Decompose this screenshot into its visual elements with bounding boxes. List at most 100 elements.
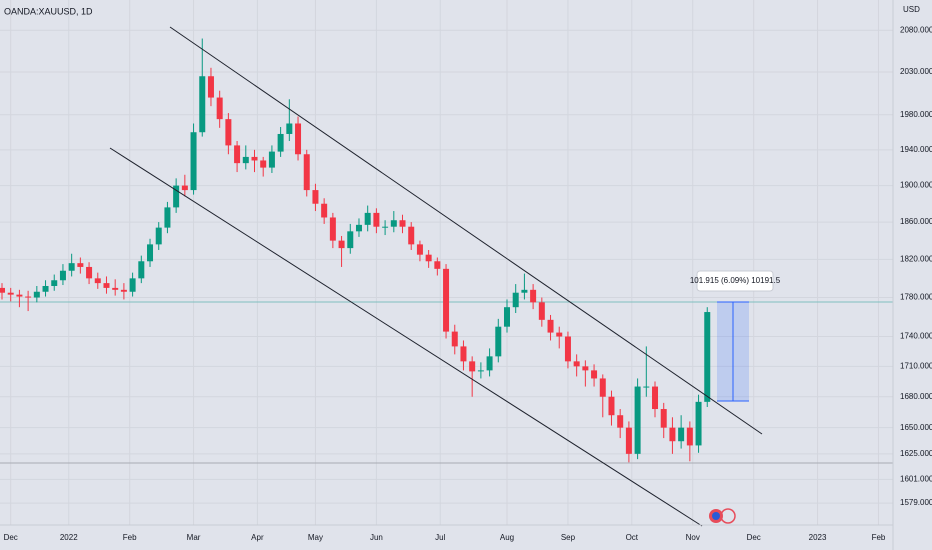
candle-body [495, 326, 502, 357]
candle-body [7, 292, 14, 295]
candle-body [443, 268, 450, 332]
y-tick-label: 1860.000 [900, 217, 932, 226]
x-tick-label: May [308, 533, 323, 542]
candle-body [582, 366, 589, 371]
candle-body [347, 231, 354, 249]
y-tick-label: 1900.000 [900, 181, 932, 190]
candle-body [652, 386, 659, 410]
y-unit: USD [903, 5, 920, 14]
logo-circle [720, 508, 736, 524]
candle-body [530, 289, 537, 303]
candle-body [216, 97, 223, 120]
candle-body [669, 427, 676, 442]
candle-body [564, 336, 571, 362]
x-tick-label: Dec [4, 533, 18, 542]
candle-body [199, 76, 206, 133]
candle-body [33, 291, 40, 298]
candle-body [16, 294, 23, 297]
x-tick-label: 2022 [60, 533, 78, 542]
y-tick-label: 2030.000 [900, 67, 932, 76]
x-tick-label: Nov [686, 533, 700, 542]
candle-body [695, 401, 702, 446]
candle-body [634, 386, 641, 454]
logo-circle [712, 512, 720, 520]
candle-body [77, 263, 84, 267]
x-tick-label: Oct [626, 533, 639, 542]
candle-body [460, 346, 467, 362]
grid [0, 0, 893, 525]
candle-body [321, 203, 328, 218]
candle-body [295, 123, 302, 155]
y-tick-label: 1601.000 [900, 474, 932, 483]
candle-body [59, 270, 66, 281]
candle-body [556, 332, 563, 337]
candle-body [521, 289, 528, 293]
candle-body [617, 415, 624, 428]
candle-body [547, 319, 554, 333]
candle-body [486, 356, 493, 371]
candle-body [181, 185, 188, 191]
candle-body [173, 185, 180, 208]
y-tick-label: 1780.000 [900, 293, 932, 302]
candle-body [625, 427, 632, 454]
candle-body [434, 261, 441, 269]
candle-body [503, 307, 510, 327]
y-tick-label: 2080.000 [900, 25, 932, 34]
candle-body [155, 227, 162, 245]
x-tick-label: Apr [251, 533, 264, 542]
candle-body [138, 261, 145, 279]
x-tick-label: Aug [500, 533, 514, 542]
candle-body [451, 331, 458, 347]
y-tick-label: 1579.000 [900, 498, 932, 507]
y-tick-label: 1625.000 [900, 449, 932, 458]
candle-body [260, 160, 267, 168]
candle-body [329, 217, 336, 241]
candle-body [704, 312, 711, 402]
candle-body [94, 278, 101, 284]
x-tick-label: Feb [872, 533, 886, 542]
measure-label: 101.915 (6.09%) 10191.5 [690, 276, 781, 285]
candle-body [129, 278, 136, 292]
candle-body [678, 427, 685, 442]
candle-body [25, 296, 32, 298]
candle-body [416, 244, 423, 255]
candle-body [591, 370, 598, 379]
x-tick-label: Dec [747, 533, 761, 542]
candle-body [425, 254, 432, 262]
candle-body [373, 212, 380, 227]
candle-body [120, 289, 127, 292]
candle-body [86, 266, 93, 279]
chart-title: OANDA:XAUUSD, 1D [4, 6, 93, 16]
candle-body [147, 244, 154, 262]
candle-body [251, 156, 258, 161]
y-tick-label: 1710.000 [900, 361, 932, 370]
candle-body [538, 302, 545, 320]
candle-body [68, 263, 75, 271]
candle-body [355, 224, 362, 232]
y-tick-label: 1740.000 [900, 332, 932, 341]
candle-body [390, 220, 397, 227]
x-tick-label: Feb [123, 533, 137, 542]
candle-body [103, 283, 110, 288]
candle-body [338, 240, 345, 249]
y-tick-label: 1680.000 [900, 392, 932, 401]
y-tick-label: 1980.000 [900, 110, 932, 119]
candle-body [382, 226, 389, 228]
candle-body [599, 378, 606, 397]
logo [709, 508, 736, 524]
candle-body [312, 190, 319, 204]
candle-body [112, 287, 119, 290]
candle-body [277, 133, 284, 152]
candle-body [164, 207, 171, 228]
candle-body [268, 151, 275, 168]
candle-body [0, 287, 5, 293]
candle-body [643, 386, 650, 388]
y-tick-label: 1820.000 [900, 254, 932, 263]
channel-lower [109, 147, 703, 527]
candle-body [608, 396, 615, 416]
candle-body [42, 285, 49, 292]
candle-body [286, 123, 293, 134]
